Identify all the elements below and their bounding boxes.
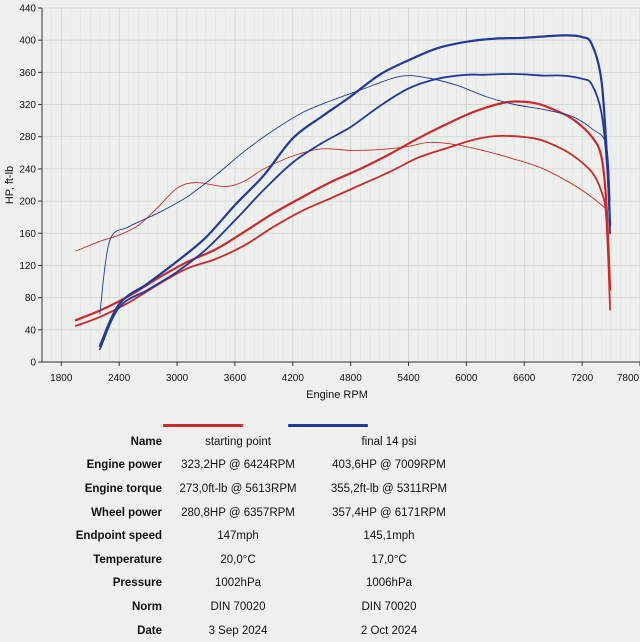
row-label: Engine torque xyxy=(84,482,162,495)
row-label: Engine power xyxy=(86,459,162,472)
table-row: Norm DIN 70020 DIN 70020 xyxy=(28,595,468,619)
row-label: Temperature xyxy=(93,553,162,566)
y-tick-label: 240 xyxy=(19,164,36,175)
y-tick-label: 0 xyxy=(30,358,36,369)
row-label: Norm xyxy=(131,600,162,613)
row-label: Pressure xyxy=(112,577,162,590)
x-tick-label: 2400 xyxy=(108,373,131,384)
series-line-starting-point-wheel-power xyxy=(74,134,611,327)
series-line-final-14-psi-engine-torque xyxy=(99,75,611,315)
row-run1-value: 280,8HP @ 6357RPM xyxy=(181,506,295,519)
header-label: Name xyxy=(130,435,162,448)
header-run1: starting point xyxy=(205,435,271,448)
series-line-final-14-psi-wheel-power xyxy=(99,73,611,350)
x-axis-title: Engine RPM xyxy=(306,389,368,401)
x-tick-label: 5400 xyxy=(397,373,420,384)
y-tick-label: 280 xyxy=(19,132,36,143)
table-row: Endpoint speed 147mph 145,1mph xyxy=(28,524,468,548)
table-row: Engine torque 273,0ft-lb @ 5613RPM 355,2… xyxy=(28,477,468,501)
row-run1-value: 273,0ft-lb @ 5613RPM xyxy=(179,482,297,495)
y-tick-labels: 0 40 80 120 160 200 240 280 320 360 400 440 xyxy=(19,4,36,369)
series-line-starting-point-engine-power xyxy=(74,100,612,322)
series-line-starting-point-engine-torque xyxy=(75,141,607,252)
axes xyxy=(41,8,640,363)
row-run1-value: 20,0°C xyxy=(220,553,256,566)
y-tick-label: 400 xyxy=(19,36,36,47)
x-tick-label: 4200 xyxy=(282,373,305,384)
row-run2-value: 17,0°C xyxy=(371,553,407,566)
row-run2-value: 2 Oct 2024 xyxy=(360,624,418,637)
legend xyxy=(0,418,640,440)
y-tick-label: 440 xyxy=(19,4,36,15)
x-tick-label: 3000 xyxy=(166,373,189,384)
x-tick-label: 3600 xyxy=(224,373,247,384)
y-tick-label: 320 xyxy=(19,100,36,111)
row-label: Wheel power xyxy=(91,506,162,519)
row-run1-value: 323,2HP @ 6424RPM xyxy=(181,459,295,472)
row-run1-value: 3 Sep 2024 xyxy=(208,624,268,637)
table-row: Engine power 323,2HP @ 6424RPM 403,6HP @… xyxy=(28,454,468,478)
row-label: Endpoint speed xyxy=(75,530,162,543)
row-run2-value: 145,1mph xyxy=(363,530,415,543)
header-run2: final 14 psi xyxy=(361,435,417,448)
y-tick-label: 160 xyxy=(19,229,36,240)
grid-lines xyxy=(38,7,640,366)
x-tick-label: 6000 xyxy=(455,373,478,384)
x-tick-label: 4800 xyxy=(340,373,363,384)
table-header-row: Name starting point final 14 psi xyxy=(28,430,468,454)
series-curves xyxy=(74,34,612,350)
row-run1-value: 147mph xyxy=(217,530,259,543)
x-tick-label: 6600 xyxy=(513,373,536,384)
row-run1-value: 1002hPa xyxy=(214,577,262,590)
y-axis-title: HP, ft-lb xyxy=(4,166,16,204)
row-label: Date xyxy=(137,624,162,637)
y-tick-label: 40 xyxy=(25,325,37,336)
y-tick-label: 80 xyxy=(25,293,37,304)
y-tick-label: 120 xyxy=(19,261,36,272)
table-row: Date 3 Sep 2024 2 Oct 2024 xyxy=(28,619,468,642)
x-tick-labels: 1800 2400 3000 3600 4200 4800 5400 6000 6600 7200… xyxy=(50,373,639,384)
table-row: Wheel power 280,8HP @ 6357RPM 357,4HP @ … xyxy=(28,501,468,525)
results-table: Name starting point final 14 psi Engine … xyxy=(28,430,468,642)
dyno-chart: 0 40 80 120 160 200 240 280 320 360 400 440 1800 240… xyxy=(4,4,640,401)
y-tick-label: 200 xyxy=(19,197,36,208)
legend-swatch-starting-point xyxy=(163,424,243,427)
row-run2-value: 403,6HP @ 7009RPM xyxy=(332,459,446,472)
table-row: Temperature 20,0°C 17,0°C xyxy=(28,548,468,572)
legend-swatch-final-14psi xyxy=(288,424,368,427)
row-run2-value: 357,4HP @ 6171RPM xyxy=(332,506,446,519)
x-tick-label: 7800 xyxy=(617,373,640,384)
row-run2-value: 1006hPa xyxy=(365,577,413,590)
x-tick-label: 1800 xyxy=(50,373,73,384)
x-tick-label: 7200 xyxy=(571,373,594,384)
series-line-final-14-psi-engine-power xyxy=(98,34,612,347)
table-row: Pressure 1002hPa 1006hPa xyxy=(28,572,468,596)
row-run2-value: DIN 70020 xyxy=(361,600,417,613)
y-tick-label: 360 xyxy=(19,68,36,79)
row-run1-value: DIN 70020 xyxy=(210,600,266,613)
row-run2-value: 355,2ft-lb @ 5311RPM xyxy=(330,482,448,495)
